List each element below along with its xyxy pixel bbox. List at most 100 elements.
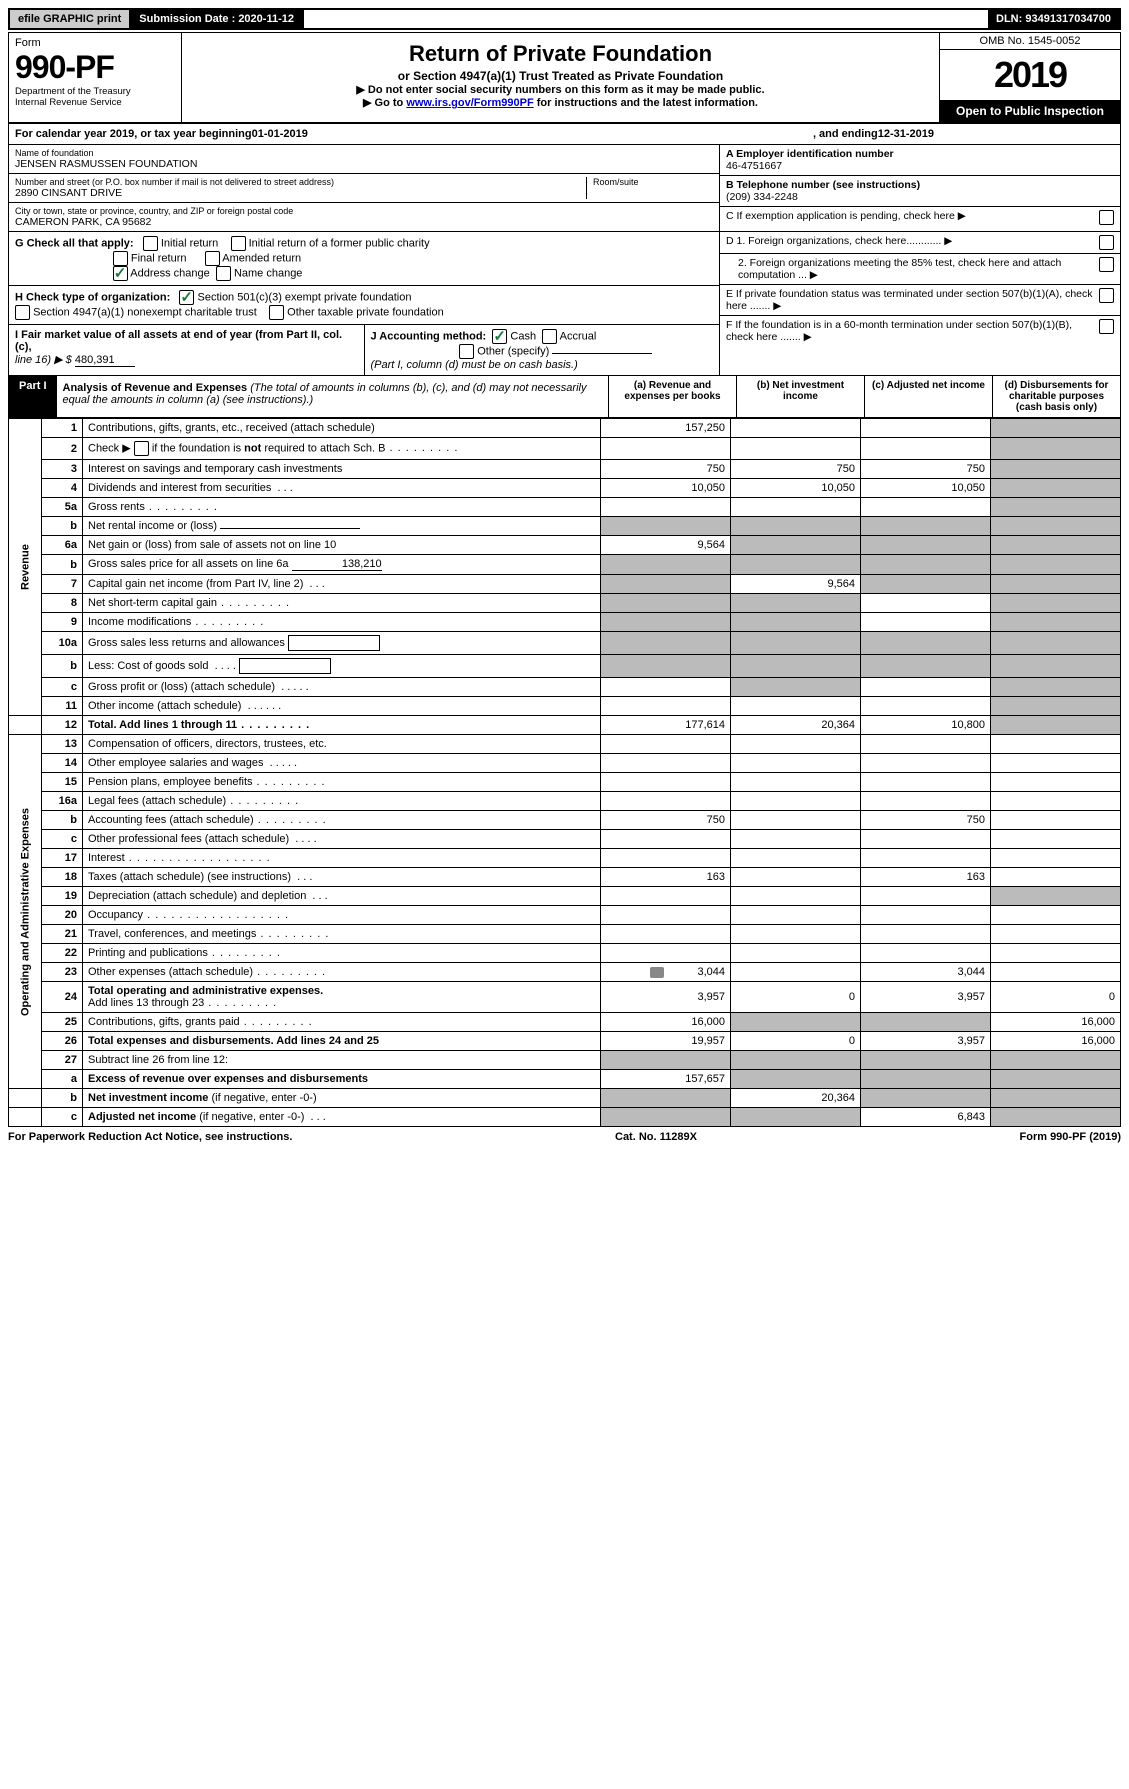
g-name: Name change bbox=[234, 267, 303, 279]
city-cell: City or town, state or province, country… bbox=[9, 203, 719, 231]
e-chk[interactable] bbox=[1099, 288, 1114, 303]
table-row: 11Other income (attach schedule) . . . .… bbox=[9, 697, 1121, 716]
r17-num: 17 bbox=[42, 849, 83, 868]
footer-mid: Cat. No. 11289X bbox=[615, 1131, 697, 1143]
col-b-header: (b) Net investment income bbox=[736, 376, 864, 417]
s4947-chk[interactable] bbox=[15, 305, 30, 320]
form-subtitle: or Section 4947(a)(1) Trust Treated as P… bbox=[188, 69, 933, 83]
expenses-side-label: Operating and Administrative Expenses bbox=[9, 735, 42, 1089]
name-label: Name of foundation bbox=[15, 148, 713, 158]
table-row: 2 Check ▶ if the foundation is not requi… bbox=[9, 438, 1121, 460]
info-block: Name of foundation JENSEN RASMUSSEN FOUN… bbox=[8, 145, 1121, 232]
r3-desc: Interest on savings and temporary cash i… bbox=[83, 460, 601, 479]
g-amended: Amended return bbox=[222, 252, 301, 264]
r12-num: 12 bbox=[42, 716, 83, 735]
cal-pre: For calendar year 2019, or tax year begi… bbox=[15, 128, 252, 140]
initial-former-chk[interactable] bbox=[231, 236, 246, 251]
r16b-num: b bbox=[42, 811, 83, 830]
r26-d: 16,000 bbox=[991, 1032, 1121, 1051]
r24-a: 3,957 bbox=[601, 982, 731, 1013]
efile-button[interactable]: efile GRAPHIC print bbox=[10, 10, 131, 28]
j-other: Other (specify) bbox=[477, 345, 549, 357]
r5a-num: 5a bbox=[42, 498, 83, 517]
d2-chk[interactable] bbox=[1099, 257, 1114, 272]
part1-header-row: Part I Analysis of Revenue and Expenses … bbox=[8, 376, 1121, 418]
r5b-desc: Net rental income or (loss) bbox=[83, 517, 601, 536]
initial-return-chk[interactable] bbox=[143, 236, 158, 251]
d2-cell: 2. Foreign organizations meeting the 85%… bbox=[720, 254, 1120, 285]
table-row: Operating and Administrative Expenses 13… bbox=[9, 735, 1121, 754]
cash-chk[interactable] bbox=[492, 329, 507, 344]
other-taxable-chk[interactable] bbox=[269, 305, 284, 320]
r10c-num: c bbox=[42, 678, 83, 697]
r6a-desc: Net gain or (loss) from sale of assets n… bbox=[83, 536, 601, 555]
r20-num: 20 bbox=[42, 906, 83, 925]
h-s4947: Section 4947(a)(1) nonexempt charitable … bbox=[33, 306, 257, 318]
r4-a: 10,050 bbox=[601, 479, 731, 498]
g-initial: Initial return bbox=[161, 237, 218, 249]
d1-chk[interactable] bbox=[1099, 235, 1114, 250]
r6b-val: 138,210 bbox=[292, 558, 382, 571]
i-label: I Fair market value of all assets at end… bbox=[15, 329, 342, 353]
s501-chk[interactable] bbox=[179, 290, 194, 305]
form-title: Return of Private Foundation bbox=[188, 41, 933, 67]
accrual-chk[interactable] bbox=[542, 329, 557, 344]
dln: DLN: 93491317034700 bbox=[988, 10, 1119, 28]
f-chk[interactable] bbox=[1099, 319, 1114, 334]
table-row: cOther professional fees (attach schedul… bbox=[9, 830, 1121, 849]
e-text: E If private foundation status was termi… bbox=[726, 288, 1099, 312]
r22-desc: Printing and publications bbox=[83, 944, 601, 963]
cal-mid: , and ending bbox=[813, 128, 878, 140]
r16b-a: 750 bbox=[601, 811, 731, 830]
r24-c: 3,957 bbox=[861, 982, 991, 1013]
c-checkbox[interactable] bbox=[1099, 210, 1114, 225]
r2-post: if the foundation is not required to att… bbox=[149, 442, 386, 454]
cal-begin: 01-01-2019 bbox=[252, 128, 308, 140]
address: 2890 CINSANT DRIVE bbox=[15, 187, 586, 199]
r3-c: 750 bbox=[861, 460, 991, 479]
main-table: Revenue 1 Contributions, gifts, grants, … bbox=[8, 418, 1121, 1127]
h-s501: Section 501(c)(3) exempt private foundat… bbox=[197, 291, 411, 303]
r22-num: 22 bbox=[42, 944, 83, 963]
r18-desc: Taxes (attach schedule) (see instruction… bbox=[83, 868, 601, 887]
table-row: 9Income modifications bbox=[9, 613, 1121, 632]
table-row: 21Travel, conferences, and meetings bbox=[9, 925, 1121, 944]
address-change-chk[interactable] bbox=[113, 266, 128, 281]
irs: Internal Revenue Service bbox=[15, 97, 175, 108]
r18-c: 163 bbox=[861, 868, 991, 887]
tel-cell: B Telephone number (see instructions) (2… bbox=[720, 176, 1120, 207]
footer-left: For Paperwork Reduction Act Notice, see … bbox=[8, 1131, 292, 1143]
instructions-link[interactable]: www.irs.gov/Form990PF bbox=[406, 97, 533, 109]
r21-desc: Travel, conferences, and meetings bbox=[83, 925, 601, 944]
h-label: H Check type of organization: bbox=[15, 291, 170, 303]
r2-num: 2 bbox=[42, 438, 83, 460]
addr-cell: Number and street (or P.O. box number if… bbox=[9, 174, 719, 203]
j-label: J Accounting method: bbox=[371, 330, 487, 342]
r25-a: 16,000 bbox=[601, 1013, 731, 1032]
ghij-block: G Check all that apply: Initial return I… bbox=[8, 232, 1121, 376]
d2-text: 2. Foreign organizations meeting the 85%… bbox=[726, 257, 1099, 281]
r21-num: 21 bbox=[42, 925, 83, 944]
table-row: 15Pension plans, employee benefits bbox=[9, 773, 1121, 792]
i-value: 480,391 bbox=[75, 354, 135, 367]
r27b-desc: Net investment income (if negative, ente… bbox=[83, 1089, 601, 1108]
schb-chk[interactable] bbox=[134, 441, 149, 456]
r4-c: 10,050 bbox=[861, 479, 991, 498]
r16b-desc: Accounting fees (attach schedule) bbox=[83, 811, 601, 830]
amended-return-chk[interactable] bbox=[205, 251, 220, 266]
j-accrual: Accrual bbox=[560, 330, 597, 342]
f-cell: F If the foundation is in a 60-month ter… bbox=[720, 316, 1120, 346]
other-method-chk[interactable] bbox=[459, 344, 474, 359]
h-other: Other taxable private foundation bbox=[287, 306, 444, 318]
g-section: G Check all that apply: Initial return I… bbox=[9, 232, 719, 286]
room-label: Room/suite bbox=[593, 177, 713, 187]
table-row: 18Taxes (attach schedule) (see instructi… bbox=[9, 868, 1121, 887]
r7-desc: Capital gain net income (from Part IV, l… bbox=[83, 575, 601, 594]
r9-num: 9 bbox=[42, 613, 83, 632]
name-change-chk[interactable] bbox=[216, 266, 231, 281]
c-text: C If exemption application is pending, c… bbox=[726, 210, 1099, 225]
r13-num: 13 bbox=[42, 735, 83, 754]
r4-desc: Dividends and interest from securities .… bbox=[83, 479, 601, 498]
r24-b: 0 bbox=[731, 982, 861, 1013]
schedule-icon[interactable] bbox=[650, 967, 664, 978]
